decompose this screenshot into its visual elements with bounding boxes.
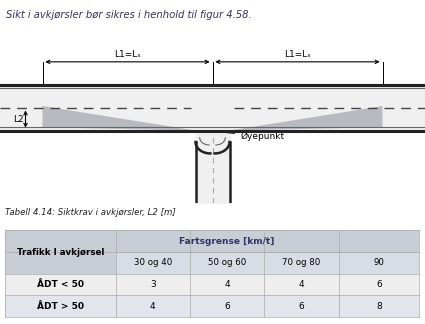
Bar [116, 252, 190, 274]
Text: ÅDT < 50: ÅDT < 50 [37, 280, 84, 289]
Text: L1=Lₛ: L1=Lₛ [284, 50, 311, 59]
Bar [116, 274, 190, 295]
Text: L2: L2 [13, 115, 23, 123]
Bar [190, 252, 264, 274]
Polygon shape [42, 106, 196, 131]
Text: 4: 4 [224, 280, 230, 289]
Text: Øyepunkt: Øyepunkt [218, 132, 284, 141]
Text: 90: 90 [374, 258, 385, 267]
Text: Sikt i avkjørsler bør sikres i henhold til figur 4.58.: Sikt i avkjørsler bør sikres i henhold t… [6, 10, 252, 20]
Text: 6: 6 [299, 302, 304, 310]
Text: Trafikk I avkjørsel: Trafikk I avkjørsel [17, 248, 104, 257]
Bar [5, 230, 116, 274]
Text: 50 og 60: 50 og 60 [208, 258, 246, 267]
Bar [116, 230, 339, 252]
Text: 70 og 80: 70 og 80 [282, 258, 320, 267]
Bar [339, 230, 419, 252]
Bar [339, 252, 419, 274]
Bar [190, 295, 264, 317]
Bar [339, 295, 419, 317]
Text: Tabell 4.14: Siktkrav i avkjørsler, L2 [m]: Tabell 4.14: Siktkrav i avkjørsler, L2 [… [5, 208, 176, 217]
Bar [5, 274, 116, 295]
Bar [5, 295, 116, 317]
Text: L1=Lₛ: L1=Lₛ [114, 50, 141, 59]
Text: 8: 8 [376, 302, 382, 310]
Bar [190, 274, 264, 295]
Text: 6: 6 [376, 280, 382, 289]
Bar [339, 274, 419, 295]
Text: 4: 4 [150, 302, 156, 310]
Bar [264, 252, 339, 274]
Bar [116, 295, 190, 317]
Text: 6: 6 [224, 302, 230, 310]
Text: 4: 4 [299, 280, 304, 289]
Text: ÅDT > 50: ÅDT > 50 [37, 302, 84, 310]
Text: 3: 3 [150, 280, 156, 289]
Bar [264, 274, 339, 295]
Polygon shape [230, 106, 382, 131]
Text: Fartsgrense [km/t]: Fartsgrense [km/t] [179, 237, 275, 246]
Bar [264, 295, 339, 317]
Text: 30 og 40: 30 og 40 [133, 258, 172, 267]
